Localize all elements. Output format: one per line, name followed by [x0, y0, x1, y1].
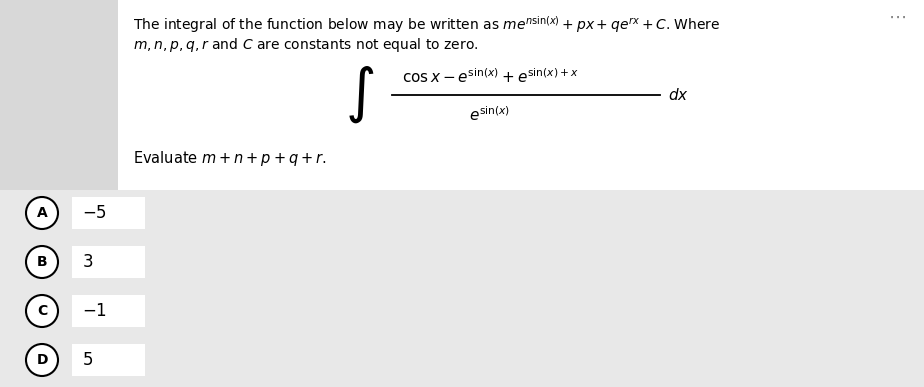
FancyBboxPatch shape: [0, 288, 924, 334]
Circle shape: [26, 295, 58, 327]
Text: Evaluate $m + n + p + q + r$.: Evaluate $m + n + p + q + r$.: [133, 149, 326, 168]
Text: $-1$: $-1$: [82, 302, 107, 320]
Text: $\int$: $\int$: [346, 65, 374, 125]
FancyBboxPatch shape: [72, 295, 145, 327]
FancyBboxPatch shape: [0, 239, 924, 285]
Text: $-5$: $-5$: [82, 204, 107, 222]
Text: $m, n, p, q, r$ and $C$ are constants not equal to zero.: $m, n, p, q, r$ and $C$ are constants no…: [133, 36, 479, 54]
FancyBboxPatch shape: [0, 190, 924, 236]
FancyBboxPatch shape: [0, 337, 924, 383]
Text: $5$: $5$: [82, 351, 93, 369]
Text: $e^{\sin(x)}$: $e^{\sin(x)}$: [469, 106, 511, 124]
Text: ⋯: ⋯: [889, 9, 907, 27]
Text: The integral of the function below may be written as $me^{n\sin(x)} + px + qe^{r: The integral of the function below may b…: [133, 15, 721, 36]
Text: D: D: [36, 353, 48, 367]
FancyBboxPatch shape: [0, 0, 924, 190]
Circle shape: [26, 197, 58, 229]
Text: A: A: [37, 206, 47, 220]
Text: C: C: [37, 304, 47, 318]
Circle shape: [26, 246, 58, 278]
FancyBboxPatch shape: [72, 246, 145, 278]
Text: B: B: [37, 255, 47, 269]
FancyBboxPatch shape: [0, 0, 118, 190]
Text: $\cos x - e^{\sin(x)} + e^{\sin(x)+x}$: $\cos x - e^{\sin(x)} + e^{\sin(x)+x}$: [402, 68, 578, 86]
Text: $3$: $3$: [82, 253, 93, 271]
Circle shape: [26, 344, 58, 376]
FancyBboxPatch shape: [72, 344, 145, 376]
FancyBboxPatch shape: [72, 197, 145, 229]
Text: $dx$: $dx$: [668, 87, 688, 103]
